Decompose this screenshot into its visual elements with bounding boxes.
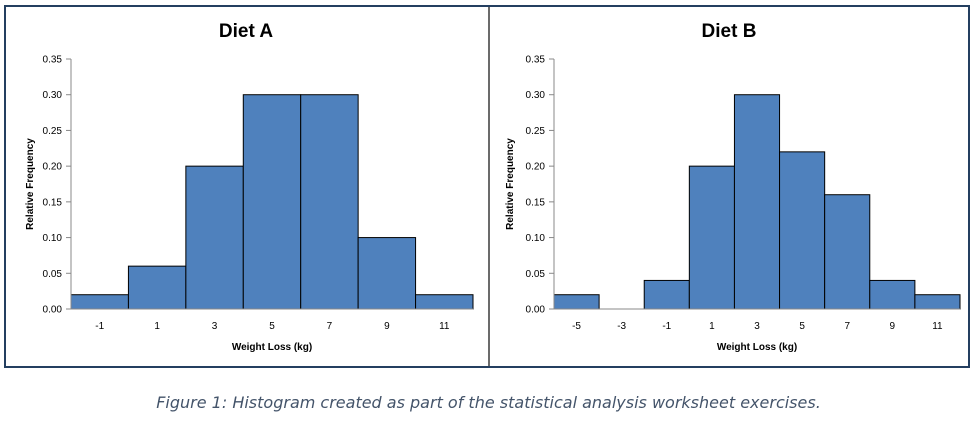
y-tick-label: 0.25 <box>43 126 63 137</box>
figure-caption: Figure 1: Histogram created as part of t… <box>156 393 821 412</box>
bar <box>300 94 359 310</box>
x-axis-label: Weight Loss (kg) <box>717 342 797 353</box>
x-tick-label: 5 <box>269 321 275 332</box>
x-tick-label: -5 <box>572 321 581 332</box>
y-axis-label: Relative Frequency <box>505 138 516 230</box>
y-tick-label: 0.15 <box>43 197 63 208</box>
x-tick-label: 3 <box>754 321 760 332</box>
y-tick-label: 0.15 <box>526 197 546 208</box>
y-tick-label: 0.05 <box>43 269 63 280</box>
x-tick-label: 1 <box>154 321 160 332</box>
x-tick-label: 11 <box>439 321 450 332</box>
bar <box>688 165 735 310</box>
bar <box>127 265 187 310</box>
y-tick-label: 0.10 <box>43 233 63 244</box>
bar <box>869 279 916 310</box>
chart-title: Diet A <box>219 21 273 42</box>
bar <box>733 94 781 310</box>
y-axis-label: Relative Frequency <box>25 138 36 230</box>
x-tick-label: -1 <box>662 321 671 332</box>
x-tick-label: 3 <box>212 321 218 332</box>
bar <box>914 294 961 310</box>
y-tick-label: 0.20 <box>43 162 63 173</box>
y-tick-label: 0.20 <box>526 162 546 173</box>
x-tick-label: 9 <box>890 321 896 332</box>
bar <box>70 294 129 310</box>
bar <box>643 279 690 310</box>
x-axis-label: Weight Loss (kg) <box>232 342 312 353</box>
y-tick-label: 0.05 <box>526 269 546 280</box>
y-tick-label: 0.00 <box>526 305 546 316</box>
y-tick-label: 0.00 <box>43 305 63 316</box>
y-tick-label: 0.30 <box>43 90 63 101</box>
bar <box>553 294 600 310</box>
x-tick-label: 11 <box>932 321 943 332</box>
y-tick-label: 0.25 <box>526 126 546 137</box>
bar <box>242 94 302 310</box>
histogram-diet-a: Diet A Relative Frequency 0.00 0.05 0.10 0.15… <box>25 21 474 353</box>
y-tick-label: 0.30 <box>526 90 546 101</box>
x-tick-label: 1 <box>709 321 715 332</box>
y-tick-label: 0.10 <box>526 233 546 244</box>
histogram-diet-b: Diet B Relative Frequency 0.00 0.05 0.10 0.15… <box>505 21 961 353</box>
y-tick-label: 0.35 <box>526 55 546 66</box>
x-tick-label: 7 <box>327 321 333 332</box>
bar <box>824 194 871 310</box>
bar <box>415 294 474 310</box>
x-tick-label: 9 <box>384 321 390 332</box>
x-tick-label: 7 <box>844 321 850 332</box>
x-tick-label: -1 <box>95 321 104 332</box>
bar <box>357 237 417 310</box>
y-tick-label: 0.35 <box>43 55 63 66</box>
bar <box>779 151 826 310</box>
panel-divider <box>488 7 490 366</box>
x-tick-label: -3 <box>617 321 626 332</box>
chart-title: Diet B <box>702 21 757 42</box>
bar <box>185 165 244 310</box>
x-tick-label: 5 <box>799 321 805 332</box>
